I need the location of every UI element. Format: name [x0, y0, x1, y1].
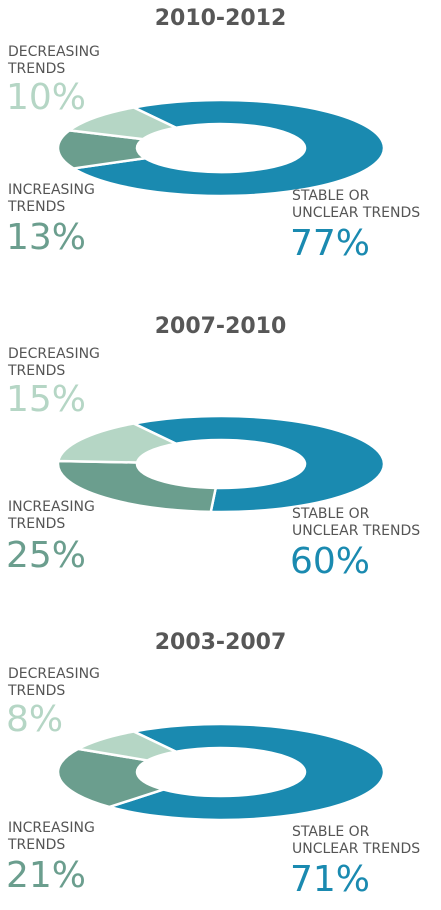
stable-label: STABLE OR UNCLEAR TRENDS — [292, 506, 421, 539]
stable-label: STABLE OR UNCLEAR TRENDS — [292, 824, 421, 857]
increasing-value: 13% — [6, 217, 87, 258]
stable-value: 60% — [290, 541, 371, 582]
decreasing-slice — [56, 422, 181, 464]
increasing-value: 25% — [6, 535, 87, 576]
increasing-slice — [56, 459, 218, 514]
increasing-label: INCREASING TRENDS — [8, 820, 95, 853]
decreasing-label: DECREASING TRENDS — [8, 666, 100, 699]
stable-value: 71% — [290, 859, 371, 900]
chart-panel-2010-2012: 2010-2012 DECREASING TRENDS 10% INCREASI… — [0, 6, 441, 296]
chart-title: 2007-2010 — [154, 314, 287, 339]
donut-chart — [56, 98, 386, 198]
chart-title: 2010-2012 — [154, 6, 287, 31]
chart-panel-2003-2007: 2003-2007 DECREASING TRENDS 8% INCREASIN… — [0, 630, 441, 910]
chart-panel-2007-2010: 2007-2010 DECREASING TRENDS 15% INCREASI… — [0, 314, 441, 604]
donut-chart — [56, 414, 386, 514]
stable-label: STABLE OR UNCLEAR TRENDS — [292, 188, 421, 221]
chart-title: 2003-2007 — [154, 630, 287, 655]
stable-slice — [129, 414, 386, 514]
decreasing-value: 10% — [6, 77, 87, 118]
decreasing-value: 8% — [6, 699, 64, 740]
stable-value: 77% — [290, 223, 371, 264]
decreasing-label: DECREASING TRENDS — [8, 346, 100, 379]
increasing-slice — [56, 747, 168, 809]
increasing-label: INCREASING TRENDS — [8, 182, 95, 215]
decreasing-label: DECREASING TRENDS — [8, 44, 100, 77]
decreasing-value: 15% — [6, 379, 87, 420]
increasing-value: 21% — [6, 855, 87, 896]
stable-slice — [69, 98, 386, 198]
increasing-label: INCREASING TRENDS — [8, 499, 95, 532]
decreasing-slice — [66, 106, 181, 141]
decreasing-slice — [74, 730, 181, 762]
donut-chart — [56, 722, 386, 822]
stable-slice — [105, 722, 386, 822]
